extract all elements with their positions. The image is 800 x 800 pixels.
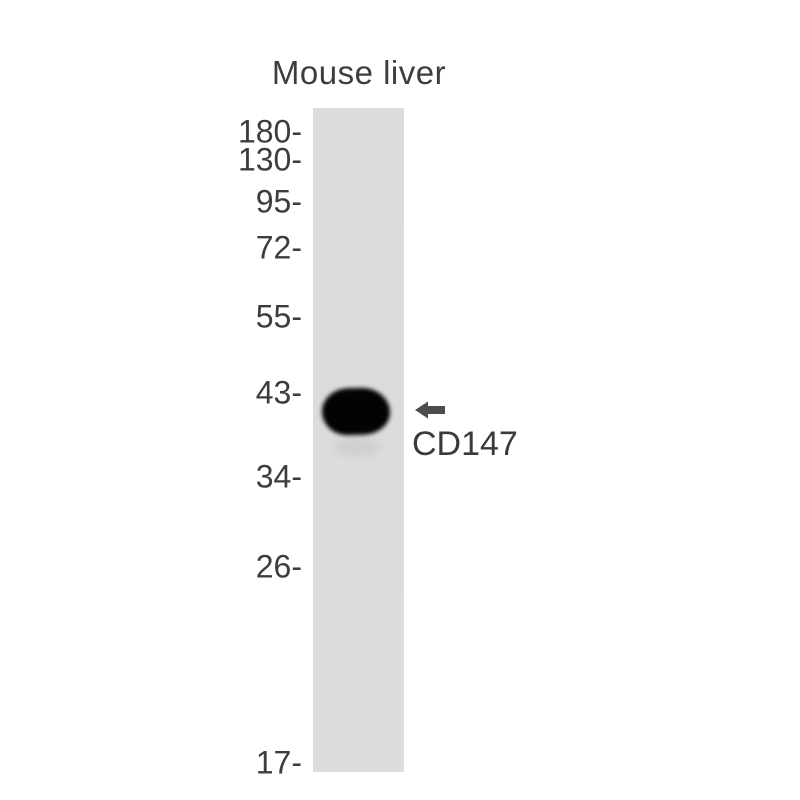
- mw-marker-43: 43-: [255, 374, 302, 411]
- sample-title: Mouse liver: [271, 54, 447, 91]
- arrow-left-icon: [415, 401, 445, 419]
- mw-marker-55: 55-: [255, 298, 302, 335]
- blot-lane: [313, 108, 404, 772]
- mw-marker-180: 180-: [237, 113, 302, 150]
- mw-marker-17: 17-: [255, 744, 302, 781]
- mw-marker-34: 34-: [255, 458, 302, 495]
- band-smudge: [333, 437, 381, 457]
- mw-marker-130: 130-: [237, 141, 302, 178]
- mw-marker-72: 72-: [255, 229, 302, 266]
- target-protein-label: CD147: [412, 425, 518, 463]
- mw-marker-95: 95-: [255, 183, 302, 220]
- mw-marker-26: 26-: [255, 548, 302, 585]
- protein-band: [321, 387, 391, 436]
